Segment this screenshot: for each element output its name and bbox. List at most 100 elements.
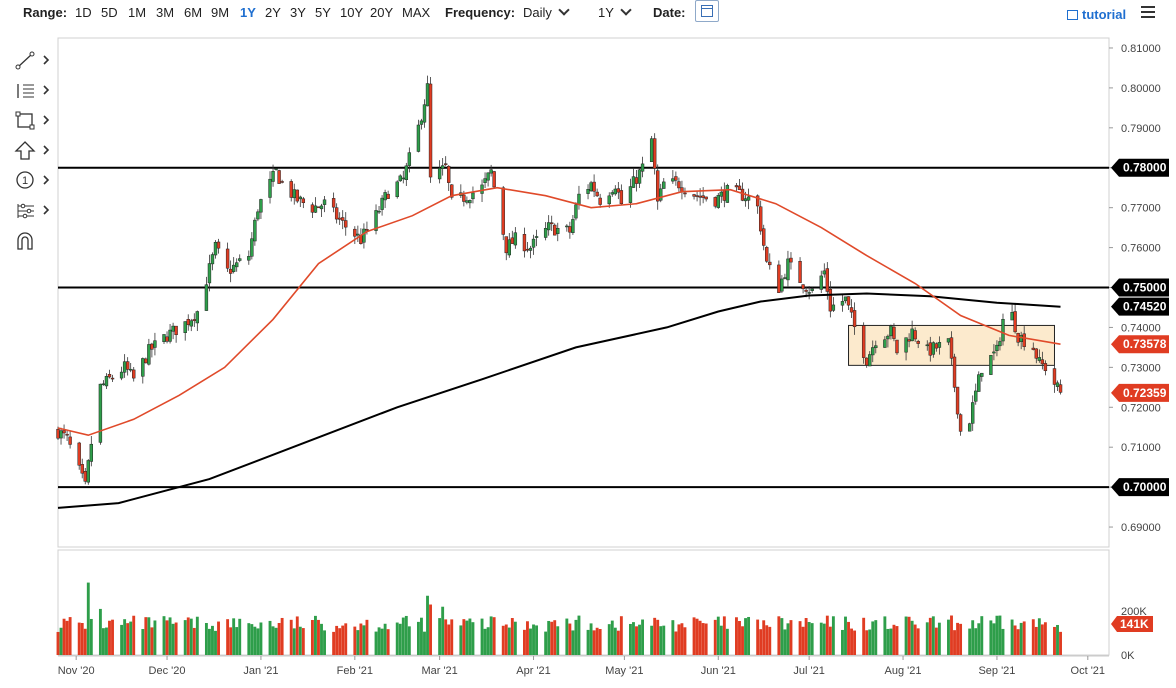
range-option-10y[interactable]: 10Y — [340, 5, 364, 20]
range-option-max[interactable]: MAX — [402, 5, 431, 20]
candle-body — [789, 257, 793, 263]
volume-bar — [504, 624, 508, 655]
candle-body — [852, 310, 857, 328]
candle-body — [280, 181, 284, 183]
tree-tool[interactable] — [14, 200, 54, 222]
candle-body — [1010, 312, 1014, 321]
candle-body — [652, 138, 657, 169]
candle-body — [662, 181, 666, 189]
fibonacci-tool[interactable] — [14, 80, 54, 102]
range-option-1m[interactable]: 1M — [128, 5, 147, 20]
candle-body — [210, 254, 215, 265]
volume-bar — [105, 627, 108, 655]
volume-bar — [550, 621, 554, 655]
volume-bar — [426, 595, 429, 655]
range-option-2y[interactable]: 2Y — [265, 5, 281, 20]
volume-bar — [162, 616, 166, 655]
magnet-icon — [17, 232, 33, 250]
candle-body — [865, 357, 869, 366]
candle-body — [913, 330, 917, 340]
candle-body — [144, 358, 148, 364]
x-tick-label: Aug '21 — [885, 665, 922, 677]
range-option-20y[interactable]: 20Y — [370, 5, 394, 20]
ma-short-line — [57, 186, 1061, 437]
volume-bar — [295, 616, 299, 655]
volume-bar — [889, 628, 893, 655]
candle-body — [250, 238, 254, 257]
level-tag-text: 0.70000 — [1123, 480, 1167, 494]
calendar-button[interactable] — [695, 0, 719, 22]
candle-body — [780, 278, 784, 292]
candle-body — [925, 344, 929, 347]
volume-bar — [632, 622, 635, 655]
volume-bar — [89, 618, 93, 655]
volume-bar — [747, 616, 751, 655]
volume-bar — [465, 620, 469, 655]
candle-body — [444, 163, 448, 165]
candle-body — [967, 423, 972, 432]
range-option-6m[interactable]: 6M — [184, 5, 203, 20]
volume-bar — [916, 628, 920, 655]
candle-body — [989, 355, 993, 375]
candle-body — [277, 170, 281, 184]
range-option-5y[interactable]: 5Y — [315, 5, 331, 20]
candle-body — [713, 197, 717, 207]
candle-body — [883, 339, 887, 348]
period-dropdown[interactable]: 1Y — [598, 4, 632, 20]
candle-body — [486, 172, 490, 181]
candle-body — [725, 185, 730, 203]
price-tag-text: 0.73578 — [1123, 337, 1167, 351]
candle-body — [819, 275, 823, 290]
volume-bar — [341, 625, 345, 655]
candle-body — [468, 200, 472, 204]
candle-body — [886, 335, 890, 340]
candle-body — [683, 192, 687, 195]
volume-bar — [768, 626, 772, 655]
candle-body — [640, 163, 645, 172]
rectangle-tool[interactable] — [14, 110, 54, 132]
candle-body — [628, 186, 633, 203]
range-option-1d[interactable]: 1D — [75, 5, 92, 20]
volume-bar — [83, 628, 87, 655]
volume-bar — [635, 626, 638, 655]
candle-body — [928, 342, 932, 356]
candle-body — [147, 344, 151, 365]
moving-averages — [57, 186, 1061, 509]
volume-bar — [250, 624, 254, 655]
volume-bar — [662, 625, 666, 655]
candle-body — [289, 181, 293, 198]
arrow-tool[interactable] — [14, 140, 54, 162]
candle-body — [589, 182, 593, 192]
x-tick-label: Mar '21 — [421, 665, 457, 677]
magnet-tool[interactable] — [14, 230, 54, 252]
candle-body — [768, 261, 772, 266]
range-option-3y[interactable]: 3Y — [290, 5, 306, 20]
volume-bar — [56, 631, 60, 655]
range-option-9m[interactable]: 9M — [211, 5, 230, 20]
candle-body — [607, 195, 611, 205]
volume-bar — [629, 623, 632, 655]
range-option-5d[interactable]: 5D — [101, 5, 118, 20]
volume-bar — [910, 620, 914, 655]
volume-bar — [1040, 624, 1044, 655]
candle-body — [1058, 384, 1063, 393]
candle-body — [225, 248, 230, 269]
trend-line-tool[interactable] — [14, 50, 54, 72]
hamburger-menu-icon[interactable] — [1141, 6, 1155, 18]
candle-body — [613, 188, 617, 195]
volume-bar — [407, 626, 411, 655]
frequency-dropdown[interactable]: Daily — [523, 4, 570, 20]
volume-bar — [756, 619, 760, 655]
candle-body — [1013, 311, 1017, 333]
tutorial-link[interactable]: tutorial — [1067, 7, 1126, 22]
candle-body — [77, 442, 81, 466]
counter-tool[interactable]: 1 — [14, 170, 54, 192]
volume-bar — [574, 619, 578, 655]
range-option-1y[interactable]: 1Y — [240, 5, 256, 20]
volume-bar — [1022, 621, 1026, 655]
x-tick-label: Feb '21 — [337, 665, 373, 677]
volume-bar — [323, 630, 326, 655]
volume-bar — [189, 618, 193, 655]
range-option-3m[interactable]: 3M — [156, 5, 175, 20]
volume-bar — [501, 625, 505, 655]
